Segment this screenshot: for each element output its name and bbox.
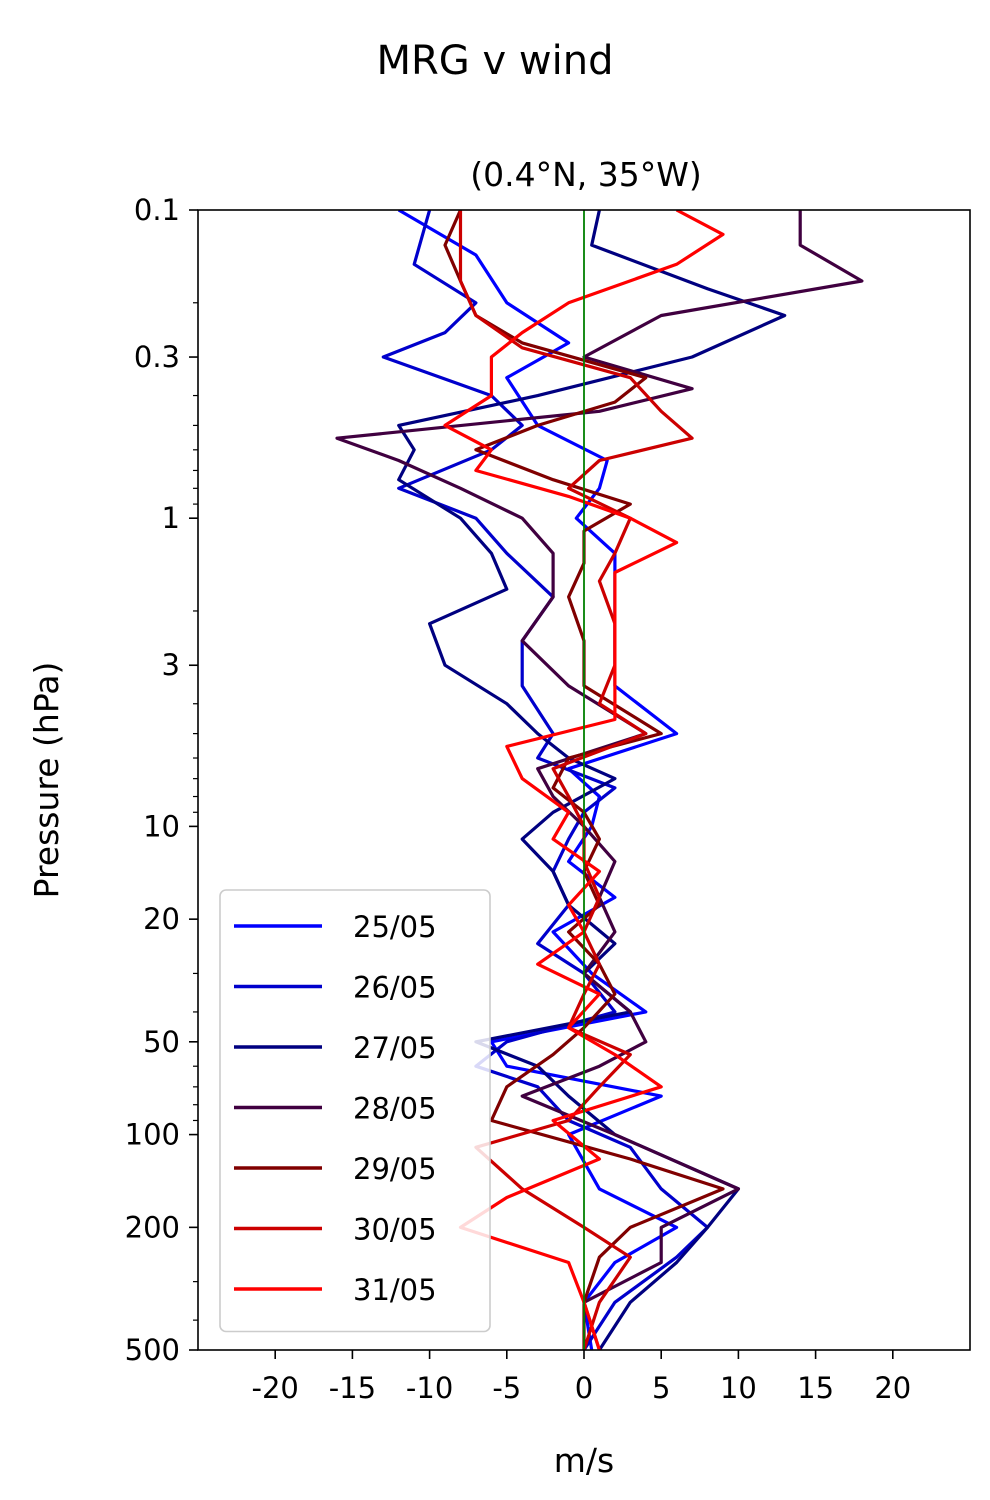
legend-box <box>219 889 491 1333</box>
legend-label: 31/05 <box>353 1273 437 1307</box>
y-tick-label: 100 <box>125 1118 180 1152</box>
y-tick-label: 500 <box>125 1333 180 1367</box>
x-axis-label: m/s <box>554 1441 614 1480</box>
series-line-31-05 <box>443 210 725 1350</box>
legend-label: 25/05 <box>353 910 437 944</box>
y-axis: 0.1 0.3 1 3 10 20 50 100 200 500 <box>125 193 198 1367</box>
x-tick-label: 20 <box>874 1371 911 1405</box>
legend-label: 29/05 <box>353 1152 437 1186</box>
y-tick-label: 200 <box>125 1210 180 1244</box>
x-tick-label: 15 <box>797 1371 834 1405</box>
y-tick-label: 1 <box>162 501 180 535</box>
x-axis: -20 -15 -10 -5 0 5 10 15 20 <box>252 1350 911 1405</box>
y-tick-label: 0.1 <box>134 193 180 227</box>
x-tick-label: -20 <box>252 1371 299 1405</box>
y-tick-label: 50 <box>143 1025 180 1059</box>
x-tick-label: 10 <box>720 1371 757 1405</box>
series-line-30-05 <box>458 210 694 1350</box>
legend-label: 30/05 <box>353 1213 437 1247</box>
legend: 25/05 26/05 27/05 28/05 29/05 30/05 31/05 <box>219 889 491 1333</box>
series-layer <box>335 210 864 1350</box>
y-tick-label: 3 <box>162 648 180 682</box>
y-tick-label: 20 <box>143 902 180 936</box>
legend-label: 28/05 <box>353 1092 437 1126</box>
legend-label: 27/05 <box>353 1031 437 1065</box>
y-tick-label: 10 <box>143 809 180 843</box>
series-line-29-05 <box>443 210 725 1350</box>
chart-title: MRG v wind <box>377 38 614 84</box>
chart-subtitle: (0.4°N, 35°W) <box>470 155 702 194</box>
x-tick-label: -5 <box>492 1371 521 1405</box>
x-tick-label: -15 <box>329 1371 376 1405</box>
series-line-26-05 <box>381 210 710 1350</box>
y-tick-label: 0.3 <box>134 340 180 374</box>
x-tick-label: -10 <box>406 1371 453 1405</box>
x-tick-label: 0 <box>575 1371 593 1405</box>
x-tick-label: 5 <box>652 1371 670 1405</box>
legend-label: 26/05 <box>353 971 437 1005</box>
y-axis-label: Pressure (hPa) <box>27 662 66 899</box>
